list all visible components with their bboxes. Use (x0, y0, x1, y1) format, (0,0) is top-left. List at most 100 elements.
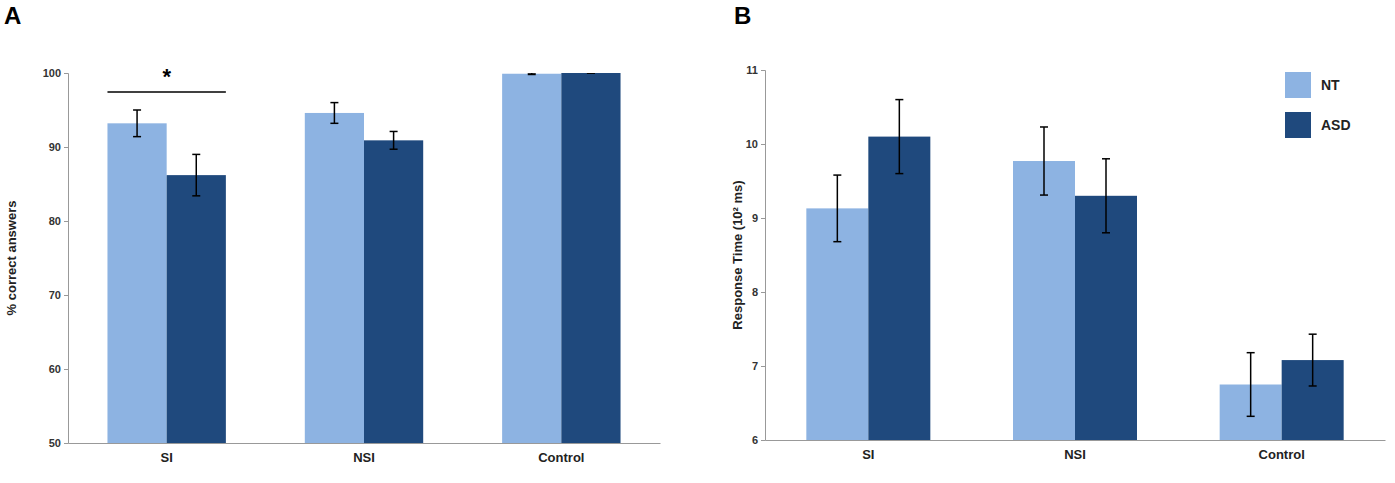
tick-label: 7 (752, 360, 758, 372)
tick-mark (64, 369, 68, 370)
tick: 7 (752, 360, 765, 372)
error-line (1105, 159, 1107, 233)
error-bar (1247, 353, 1255, 417)
error-cap (330, 123, 338, 125)
tick-mark (761, 70, 765, 71)
tick-label: 70 (49, 289, 61, 301)
error-cap (528, 73, 536, 74)
error-line (1250, 353, 1252, 417)
tick: SI (862, 440, 874, 462)
error-bar (1309, 334, 1317, 386)
figure: 50 60 70 80 90 100 SI NSI Control % correct answe… (0, 0, 1395, 483)
error-line (837, 175, 839, 242)
error-cap (1102, 232, 1110, 234)
error-bar (895, 100, 903, 174)
tick: 50 (49, 437, 68, 449)
error-cap (133, 136, 141, 138)
y-axis-title: % correct answers (4, 201, 19, 316)
tick: NSI (353, 443, 375, 465)
tick-label: SI (862, 447, 874, 462)
bar (167, 175, 226, 443)
error-cap (833, 241, 841, 243)
error-cap (587, 73, 595, 74)
bar (1013, 161, 1075, 440)
error-cap (192, 195, 200, 197)
error-line (393, 131, 395, 149)
bar (1075, 196, 1137, 440)
tick: 70 (49, 289, 68, 301)
bar (806, 208, 868, 440)
tick-label: 80 (49, 215, 61, 227)
error-line (1312, 334, 1314, 386)
panel-title: B (734, 2, 751, 29)
plot-area (806, 100, 1343, 440)
error-line (196, 154, 198, 195)
error-cap (330, 102, 338, 104)
bar (561, 73, 620, 443)
tick: Control (538, 443, 584, 465)
error-line (136, 110, 138, 137)
tick-mark (64, 221, 68, 222)
error-bar (1102, 159, 1110, 233)
error-line (899, 100, 901, 174)
legend-swatch (1285, 112, 1311, 138)
legend: NTASD (1285, 72, 1351, 138)
error-bar (833, 175, 841, 242)
tick: 60 (49, 363, 68, 375)
legend-swatch (1285, 72, 1311, 98)
tick-label: 10 (746, 138, 758, 150)
tick-mark (64, 295, 68, 296)
tick-label: 8 (752, 286, 758, 298)
tick-label: 9 (752, 212, 758, 224)
error-cap (1040, 126, 1048, 128)
bar (107, 123, 166, 443)
error-cap (192, 154, 200, 156)
tick-label: SI (161, 450, 173, 465)
tick-label: 100 (43, 67, 61, 79)
error-bar (1040, 127, 1048, 195)
error-cap (1102, 158, 1110, 160)
error-cap (1040, 194, 1048, 196)
error-cap (390, 131, 398, 133)
error-bar (528, 73, 536, 74)
tick: NSI (1064, 440, 1086, 462)
tick-label: 60 (49, 363, 61, 375)
x-axis: SI NSI Control (69, 443, 661, 465)
bar (364, 140, 423, 443)
error-bar (133, 110, 141, 137)
tick-mark (761, 218, 765, 219)
tick: 90 (49, 141, 68, 153)
panel-title: A (4, 2, 21, 29)
axis-line (766, 440, 1386, 441)
bar (502, 74, 561, 443)
tick: 9 (752, 212, 765, 224)
error-cap (587, 73, 595, 74)
tick: 10 (746, 138, 765, 150)
tick-mark (761, 440, 765, 441)
error-bar (330, 103, 338, 124)
annotation: * (162, 64, 171, 89)
error-cap (895, 99, 903, 101)
x-axis: SINSIControl (766, 440, 1386, 462)
error-cap (528, 74, 536, 76)
error-bar (587, 73, 595, 74)
tick-label: Control (538, 450, 584, 465)
panel: 67891011SINSIControlResponse Time (10² m… (730, 2, 1386, 462)
tick: 8 (752, 286, 765, 298)
tick-label: 90 (49, 141, 61, 153)
tick: SI (161, 443, 173, 465)
y-axis: 50 60 70 80 90 100 (43, 67, 69, 449)
error-cap (133, 109, 141, 111)
error-cap (895, 173, 903, 175)
axis-line (64, 74, 69, 444)
tick-mark (64, 443, 68, 444)
tick-mark (64, 147, 68, 148)
bar (305, 113, 364, 443)
tick-label: NSI (353, 450, 375, 465)
y-axis: 67891011 (746, 64, 766, 446)
tick: 100 (43, 67, 68, 79)
error-cap (1309, 333, 1317, 335)
error-cap (390, 148, 398, 150)
tick-label: 6 (752, 434, 758, 446)
error-cap (1309, 385, 1317, 387)
